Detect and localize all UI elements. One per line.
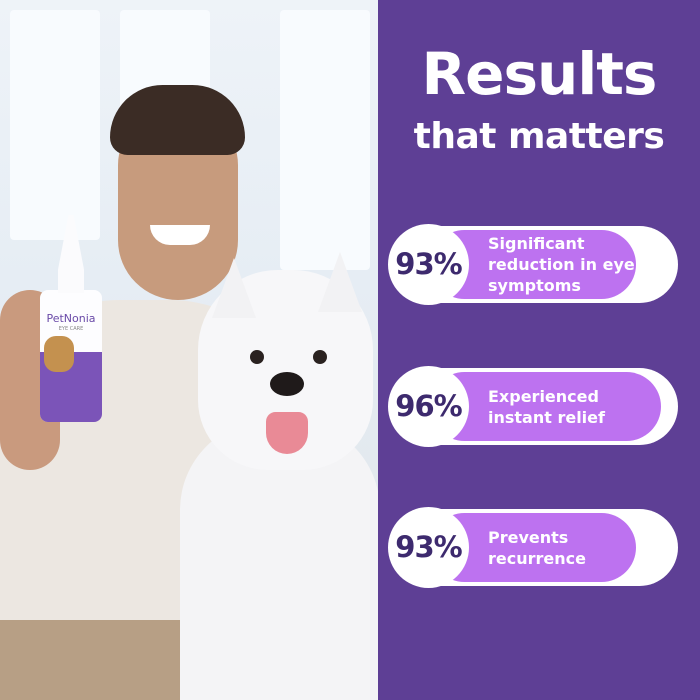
dog-eye: [250, 350, 264, 364]
stat-label: Prevents recurrence: [488, 527, 586, 568]
background-window: [280, 10, 370, 270]
dog-tongue: [266, 412, 308, 454]
stat-label: Experienced instant relief: [488, 386, 605, 427]
product-bottle: PetNonia EYE CARE: [40, 290, 102, 422]
man-hair: [110, 85, 245, 155]
headline-subtitle: that matters: [413, 116, 665, 157]
results-panel: Results that matters: [378, 0, 700, 700]
stat-circle: [388, 507, 469, 588]
stat-label: Significant reduction in eye symptoms: [488, 234, 635, 295]
stat-percent: 93%: [395, 530, 462, 564]
dog-ear: [212, 258, 256, 318]
dog-ear: [318, 252, 362, 312]
background-window: [10, 10, 100, 240]
stat-percent: 93%: [395, 247, 462, 281]
dog-nose: [270, 372, 304, 396]
label-dog-image: [44, 336, 74, 372]
headline-title: Results: [421, 40, 658, 108]
dog-eye: [313, 350, 327, 364]
product-brand: PetNonia: [46, 312, 96, 325]
stat-percent: 96%: [395, 389, 462, 423]
man-smile: [150, 225, 210, 245]
stat-bar: 96% Experienced instant relief: [388, 366, 678, 447]
product-photo: PetNonia EYE CARE: [0, 0, 378, 700]
stat-circle: [388, 366, 469, 447]
man-pants: [0, 620, 210, 700]
stat-bar: 93% Prevents recurrence: [388, 507, 678, 588]
stat-circle: [388, 224, 469, 305]
stat-bar: 93% Significant reduction in eye symptom…: [388, 224, 678, 305]
product-subtitle: EYE CARE: [58, 326, 84, 332]
